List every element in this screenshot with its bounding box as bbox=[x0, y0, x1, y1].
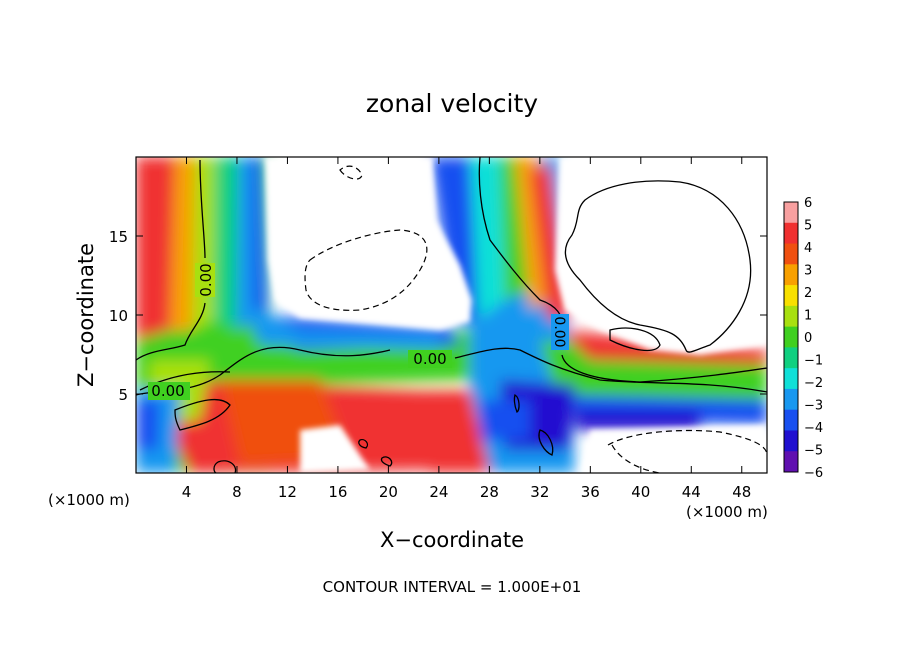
x-tick-label: 44 bbox=[682, 483, 701, 501]
contour-label-3: 0.00 bbox=[413, 350, 446, 368]
colorbar-level-label: −6 bbox=[804, 466, 823, 481]
contour-labels: 0.00 0.00 0.00 0.00 bbox=[148, 263, 569, 400]
colorbar: 6 5 4 3 2 1 0 −1 −2 −3 −4 −5 −6 bbox=[783, 196, 823, 481]
x-tick-label: 4 bbox=[182, 483, 192, 501]
x-tick-label: 8 bbox=[232, 483, 242, 501]
colorbar-level-label: 3 bbox=[804, 264, 812, 279]
colorbar-level-label: 1 bbox=[804, 309, 812, 324]
colorbar-level-label: 6 bbox=[804, 196, 812, 211]
y-axis-label: Z−coordinate bbox=[74, 243, 98, 387]
x-tick-label: 24 bbox=[429, 483, 448, 501]
colorbar-swatch bbox=[784, 368, 798, 390]
colorbar-swatch bbox=[784, 388, 798, 411]
colorbar-swatch bbox=[784, 409, 798, 431]
colorbar-level-label: 5 bbox=[804, 219, 812, 234]
x-axis-unit-right: (×1000 m) bbox=[686, 503, 768, 521]
contour-label-2: 0.00 bbox=[151, 382, 184, 400]
colorbar-swatch bbox=[784, 451, 798, 473]
x-tick-label: 16 bbox=[328, 483, 347, 501]
colorbar-level-label: −4 bbox=[804, 421, 823, 436]
x-axis-unit-left: (×1000 m) bbox=[48, 491, 130, 509]
colorbar-level-label: −1 bbox=[804, 354, 823, 369]
x-axis: 4 8 12 16 20 24 28 32 36 40 44 48 bbox=[182, 157, 751, 501]
x-tick-label: 40 bbox=[631, 483, 650, 501]
colorbar-swatch bbox=[784, 430, 798, 452]
x-axis-label: X−coordinate bbox=[380, 528, 524, 552]
y-tick-label: 10 bbox=[109, 307, 128, 325]
velocity-field: 0.00 0.00 0.00 0.00 bbox=[136, 157, 767, 473]
colorbar-swatch bbox=[784, 326, 798, 348]
contour-label-1: 0.00 bbox=[197, 263, 215, 296]
y-tick-label: 5 bbox=[118, 386, 128, 404]
contour-label-4: 0.00 bbox=[551, 316, 567, 347]
colorbar-level-label: 4 bbox=[804, 241, 812, 256]
colorbar-swatch bbox=[784, 347, 798, 369]
colorbar-level-label: 0 bbox=[804, 331, 812, 346]
x-tick-label: 20 bbox=[379, 483, 398, 501]
colorbar-swatch bbox=[784, 285, 798, 307]
negative-contour-lines bbox=[304, 165, 767, 473]
colorbar-level-label: −5 bbox=[804, 444, 823, 459]
colorbar-level-label: −2 bbox=[804, 376, 823, 391]
colorbar-swatch bbox=[784, 222, 798, 245]
x-tick-label: 28 bbox=[480, 483, 499, 501]
contour-interval-note: CONTOUR INTERVAL = 1.000E+01 bbox=[323, 578, 582, 596]
colorbar-swatch bbox=[784, 243, 798, 265]
x-tick-label: 36 bbox=[581, 483, 600, 501]
chart-title: zonal velocity bbox=[366, 89, 538, 118]
colorbar-swatch bbox=[784, 202, 798, 224]
x-tick-label: 48 bbox=[732, 483, 751, 501]
y-axis: 5 10 15 bbox=[109, 228, 767, 404]
colorbar-level-label: 2 bbox=[804, 286, 812, 301]
y-tick-label: 15 bbox=[109, 228, 128, 246]
colorbar-swatch bbox=[784, 264, 798, 286]
x-tick-label: 12 bbox=[278, 483, 297, 501]
colorbar-level-label: −3 bbox=[804, 399, 823, 414]
x-tick-label: 32 bbox=[530, 483, 549, 501]
colorbar-swatch bbox=[784, 305, 798, 328]
